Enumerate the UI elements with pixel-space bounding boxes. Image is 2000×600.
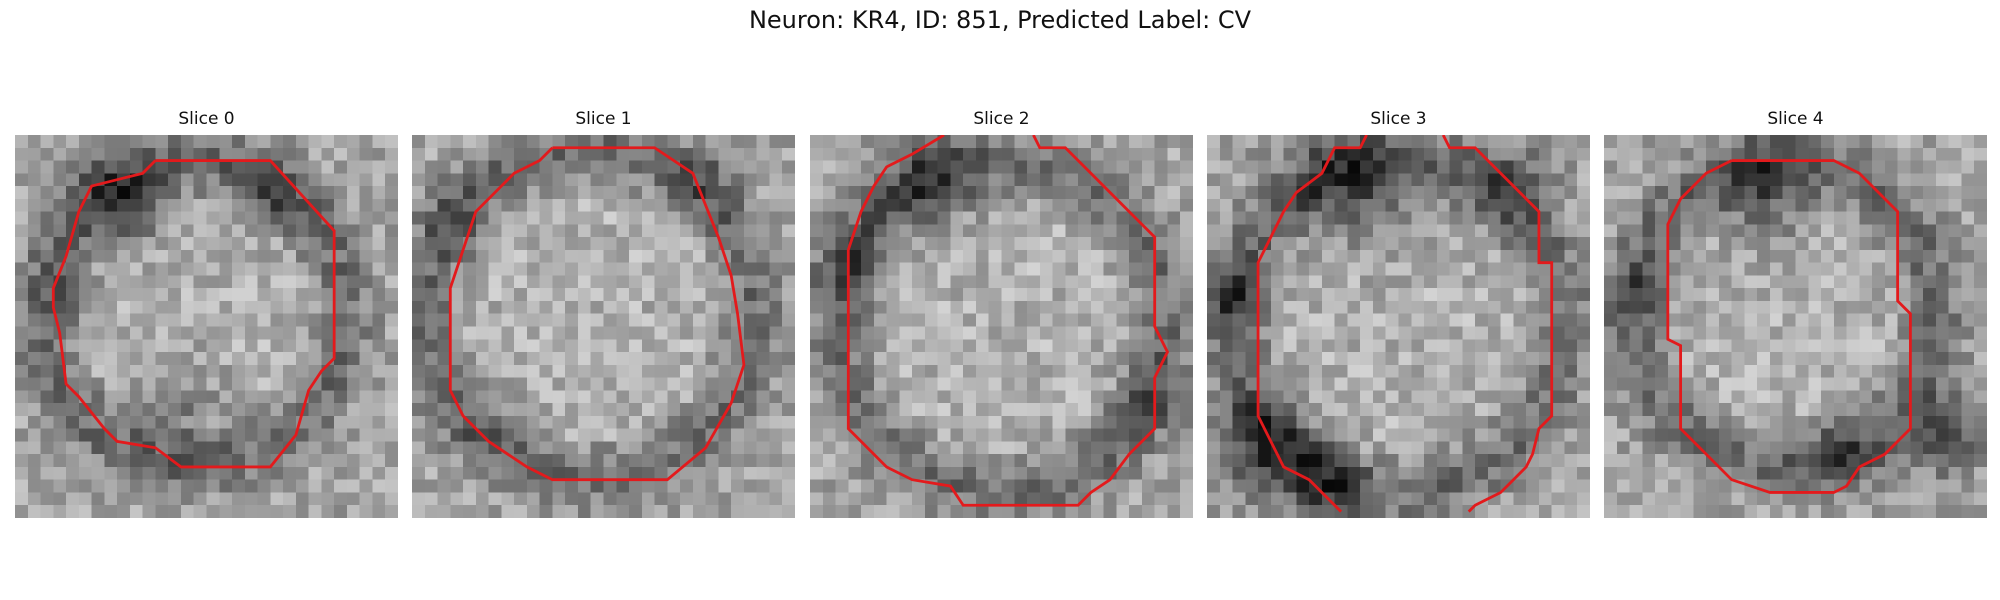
slice-image-1	[412, 135, 795, 518]
segmentation-contour	[1256, 135, 1368, 513]
segmentation-contour	[448, 146, 746, 482]
slice-title: Slice 0	[178, 109, 235, 129]
slice-image-0	[15, 135, 398, 518]
segmentation-contour	[51, 159, 336, 469]
segmentation-contour	[1441, 135, 1554, 513]
slice-panel-2: Slice 2	[810, 108, 1193, 518]
grayscale-pixels	[412, 135, 795, 518]
grayscale-pixels	[15, 135, 398, 518]
slice-title: Slice 4	[1767, 109, 1824, 129]
slice-title: Slice 1	[575, 109, 632, 129]
slice-image-4	[1604, 135, 1987, 518]
slice-panel-4: Slice 4	[1604, 108, 1987, 518]
grayscale-pixels	[810, 135, 1193, 518]
slice-title: Slice 2	[973, 109, 1030, 129]
slice-panel-3: Slice 3	[1207, 108, 1590, 518]
slice-title: Slice 3	[1370, 109, 1427, 129]
slice-image-3	[1207, 135, 1590, 518]
slice-panel-0: Slice 0	[15, 108, 398, 518]
segmentation-contour	[1666, 159, 1912, 494]
figure-title: Neuron: KR4, ID: 851, Predicted Label: C…	[748, 6, 1252, 34]
segmentation-contour	[846, 135, 1170, 507]
grayscale-pixels	[1604, 135, 1987, 518]
grayscale-pixels	[1207, 135, 1590, 518]
slice-image-2	[810, 135, 1193, 518]
slice-panel-1: Slice 1	[412, 108, 795, 518]
